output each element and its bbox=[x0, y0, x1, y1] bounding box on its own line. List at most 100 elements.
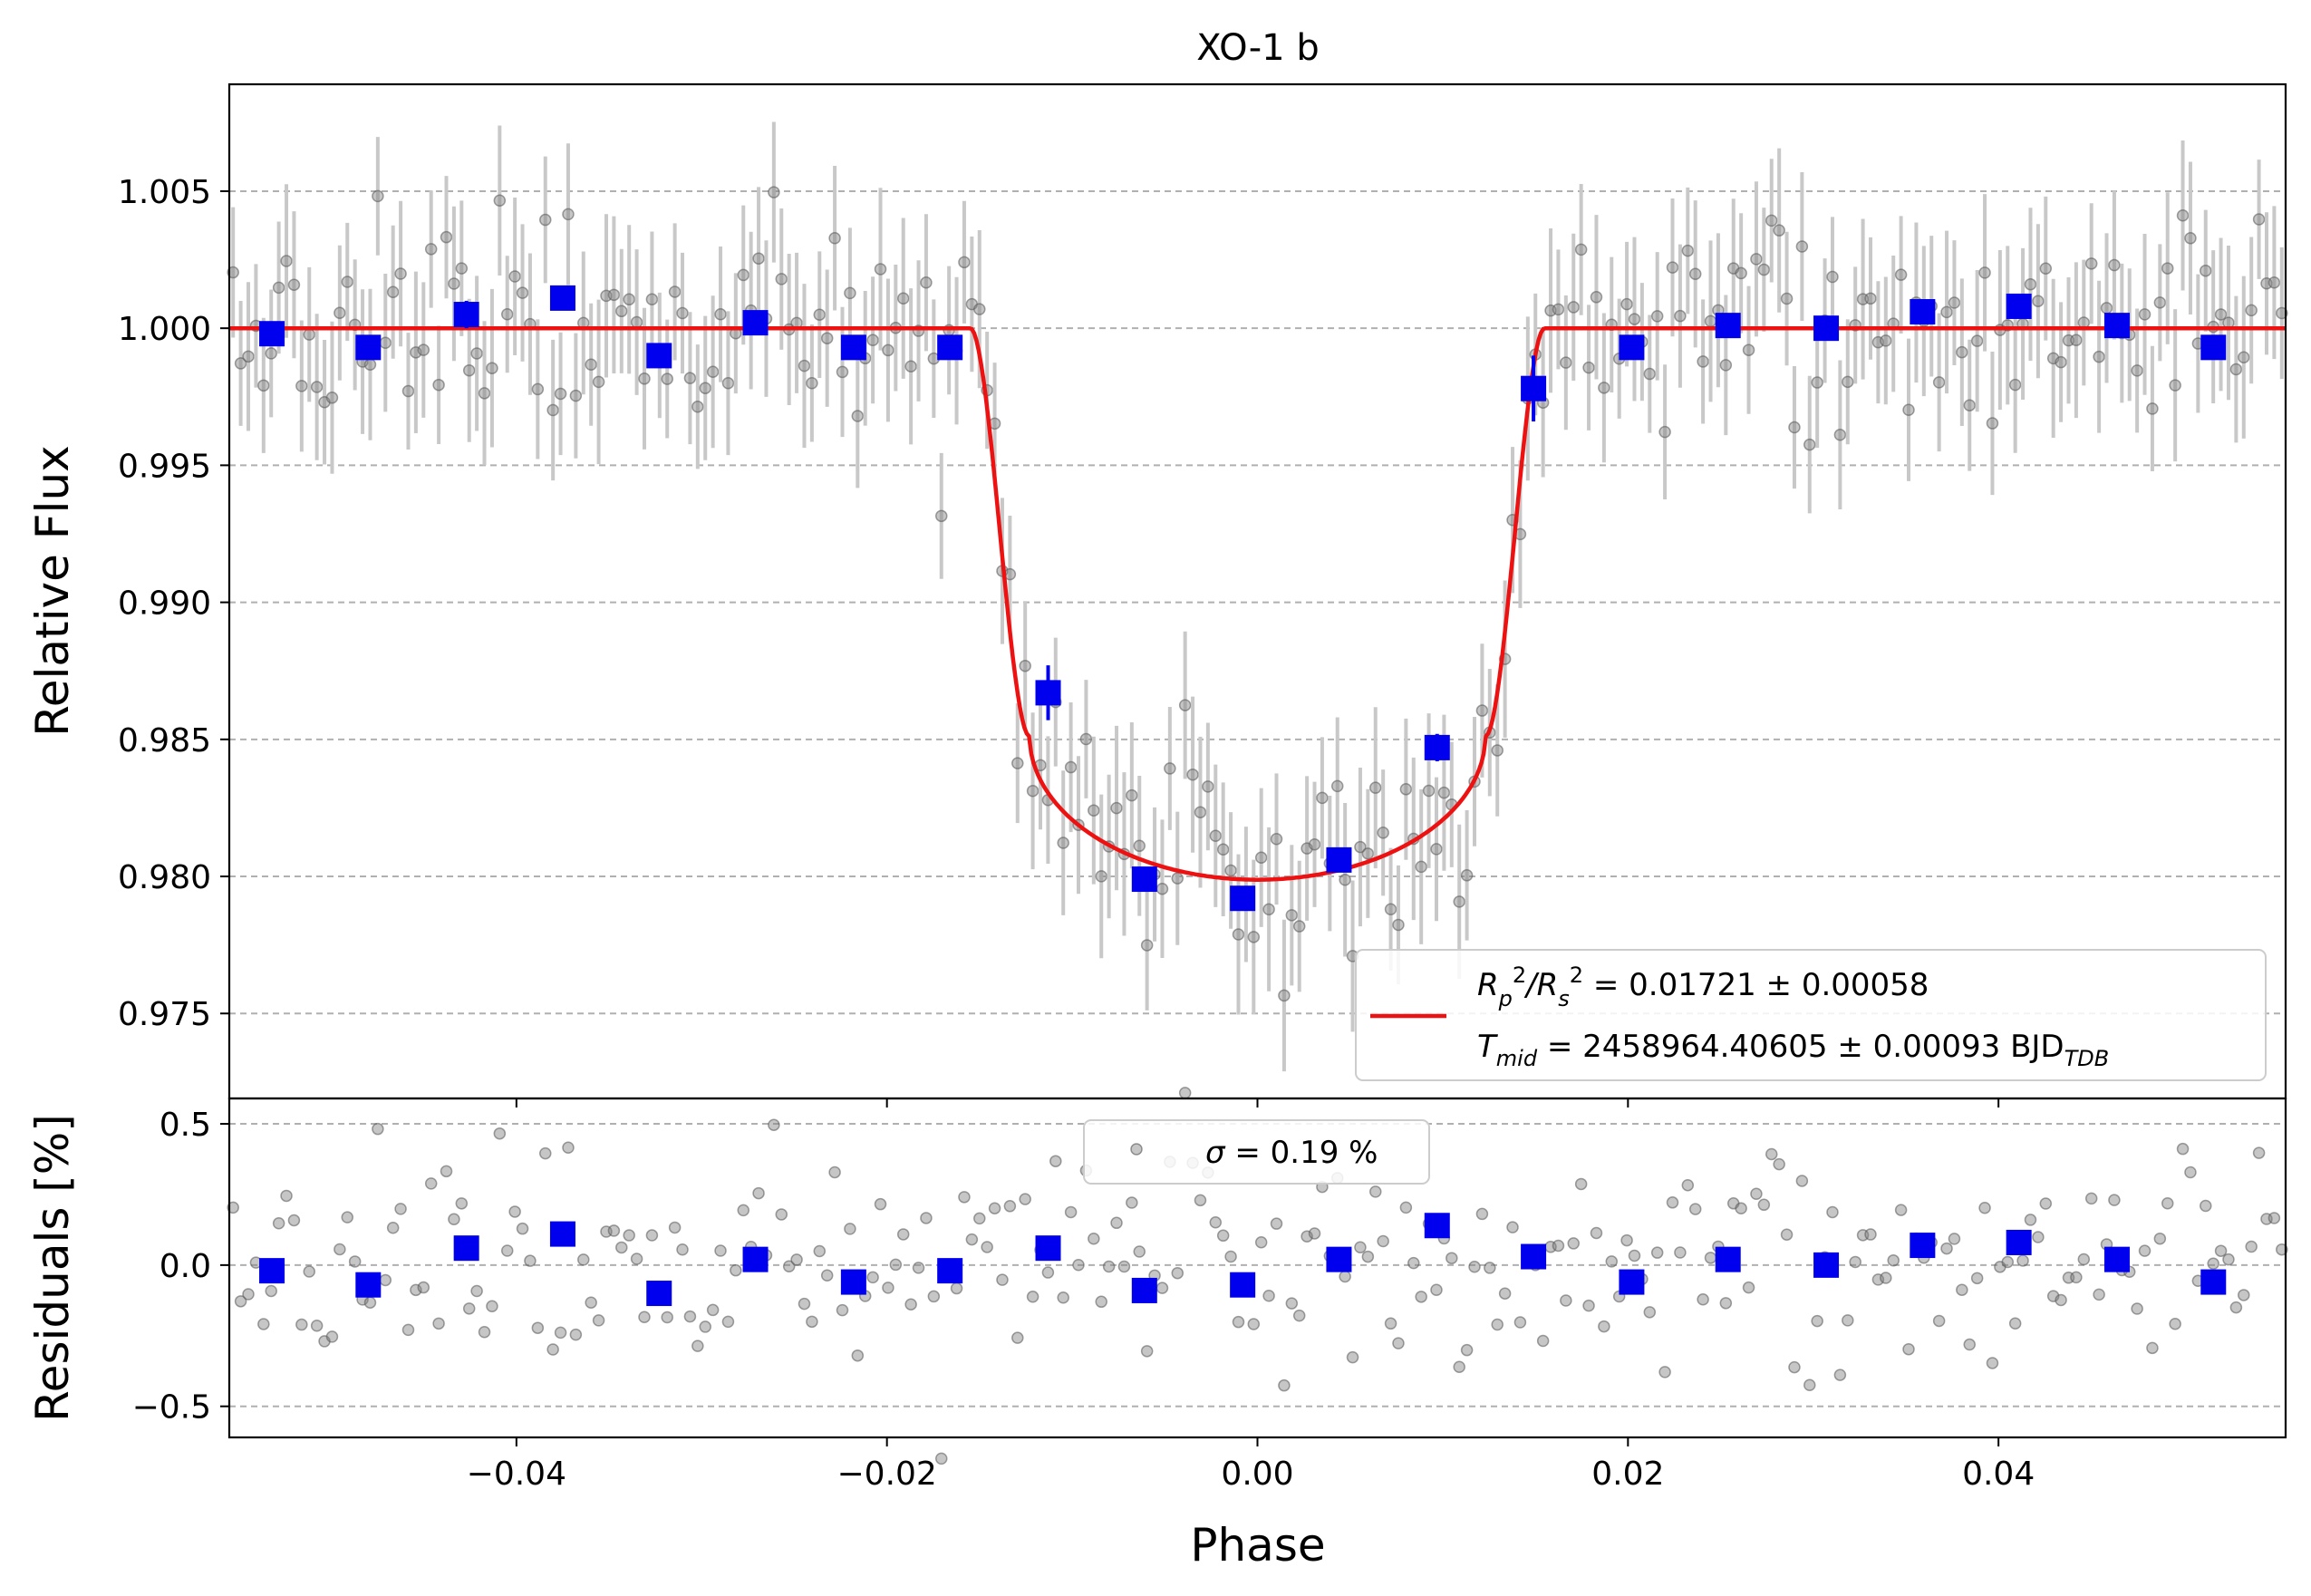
flux-raw-point bbox=[1735, 266, 1747, 280]
flux-raw-point bbox=[1643, 367, 1657, 381]
residual-raw-point bbox=[1704, 1252, 1717, 1264]
flux-binned-point bbox=[2006, 293, 2032, 319]
flux-raw-point bbox=[1262, 903, 1275, 916]
residual-raw-point bbox=[958, 1191, 971, 1204]
flux-raw-point bbox=[2252, 213, 2266, 226]
flux-raw-point bbox=[1354, 840, 1367, 854]
flux-legend-tmid: Tmid = 2458964.40605 ± 0.00093 BJDTDB bbox=[1477, 1029, 2109, 1071]
flux-y-tick-label: 0.995 bbox=[118, 448, 211, 485]
flux-raw-point bbox=[1308, 837, 1321, 851]
residual-raw-point bbox=[432, 1317, 445, 1330]
residual-raw-point bbox=[2267, 1212, 2281, 1224]
residual-raw-point bbox=[996, 1273, 1009, 1286]
flux-raw-point bbox=[1811, 376, 1823, 389]
residual-raw-point bbox=[1643, 1306, 1657, 1319]
residual-raw-point bbox=[386, 1222, 400, 1234]
flux-raw-point bbox=[882, 343, 894, 357]
residual-panel-frame bbox=[227, 1097, 2287, 1439]
flux-binned-point bbox=[355, 334, 382, 361]
flux-raw-point bbox=[1963, 399, 1976, 411]
residual-raw-point bbox=[1484, 1262, 1496, 1274]
residual-raw-point bbox=[379, 1273, 392, 1287]
flux-binned-point bbox=[1910, 299, 1936, 325]
residual-raw-point bbox=[1019, 1193, 1031, 1205]
flux-raw-point bbox=[1666, 261, 1679, 274]
residual-raw-point bbox=[1674, 1246, 1687, 1259]
flux-raw-point bbox=[1842, 375, 1854, 389]
residual-binned-point bbox=[937, 1258, 963, 1284]
flux-y-tick-label: 0.980 bbox=[118, 859, 211, 896]
flux-raw-point bbox=[1316, 791, 1329, 805]
flux-raw-point bbox=[798, 359, 811, 372]
flux-raw-point bbox=[394, 267, 407, 280]
residual-raw-point bbox=[1605, 1255, 1619, 1268]
residual-raw-point bbox=[1308, 1227, 1321, 1240]
residual-raw-point bbox=[1598, 1320, 1610, 1333]
residual-binned-point bbox=[1131, 1277, 1157, 1303]
flux-raw-point bbox=[1019, 659, 1031, 672]
residual-raw-point bbox=[1963, 1338, 1976, 1351]
residual-raw-point bbox=[1049, 1155, 1062, 1167]
residual-raw-point bbox=[546, 1343, 559, 1356]
residual-raw-point bbox=[1278, 1378, 1291, 1392]
residual-raw-point bbox=[2176, 1142, 2190, 1156]
residual-raw-point bbox=[2016, 1254, 2029, 1267]
residual-raw-point bbox=[1254, 1236, 1268, 1249]
residual-raw-point bbox=[1735, 1202, 1747, 1215]
residual-raw-point bbox=[1377, 1234, 1389, 1248]
residual-binned-point bbox=[2103, 1246, 2130, 1272]
flux-raw-point bbox=[1765, 214, 1778, 227]
flux-binned-point bbox=[453, 302, 479, 328]
flux-binned-point bbox=[2200, 334, 2227, 361]
residual-raw-point bbox=[1415, 1291, 1427, 1303]
flux-raw-point bbox=[1430, 843, 1443, 856]
flux-raw-point bbox=[2039, 262, 2053, 276]
residual-binned-point bbox=[1619, 1269, 1645, 1295]
flux-raw-point bbox=[2032, 295, 2045, 307]
flux-raw-point bbox=[227, 266, 239, 279]
flux-raw-point bbox=[1902, 403, 1915, 416]
flux-raw-point bbox=[554, 387, 567, 401]
residual-raw-point bbox=[1088, 1232, 1100, 1245]
flux-raw-point bbox=[2055, 355, 2067, 369]
residual-raw-point bbox=[585, 1296, 597, 1309]
flux-y-tick-label: 0.990 bbox=[118, 585, 211, 623]
flux-raw-point bbox=[424, 243, 438, 256]
residual-raw-point bbox=[2252, 1146, 2266, 1159]
flux-raw-point bbox=[1064, 760, 1078, 774]
residual-raw-point bbox=[1430, 1283, 1443, 1296]
flux-binned-point bbox=[259, 321, 285, 347]
flux-raw-point bbox=[1894, 268, 1908, 281]
flux-raw-point bbox=[1377, 827, 1389, 839]
flux-raw-point bbox=[1384, 903, 1397, 916]
residual-raw-point bbox=[1978, 1201, 1991, 1214]
residual-raw-point bbox=[470, 1284, 483, 1298]
flux-raw-point bbox=[1826, 270, 1839, 284]
residual-raw-point bbox=[310, 1319, 324, 1332]
flux-raw-point bbox=[1171, 872, 1185, 885]
flux-raw-point bbox=[1491, 744, 1504, 757]
residual-raw-point bbox=[1216, 1229, 1230, 1243]
chart-title: XO-1 b bbox=[1196, 27, 1319, 69]
flux-raw-point bbox=[386, 285, 400, 299]
residual-raw-point bbox=[1209, 1216, 1223, 1229]
flux-raw-point bbox=[1880, 334, 1892, 347]
residual-y-tick-label: −0.5 bbox=[132, 1389, 211, 1427]
residual-raw-point bbox=[645, 1229, 659, 1242]
flux-raw-point bbox=[706, 365, 720, 378]
residual-legend-box bbox=[1083, 1119, 1430, 1185]
residual-raw-point bbox=[661, 1311, 673, 1324]
flux-raw-point bbox=[1803, 438, 1816, 451]
flux-binned-point bbox=[2103, 313, 2130, 339]
residual-raw-point bbox=[1126, 1196, 1138, 1209]
flux-binned-point bbox=[1619, 334, 1645, 361]
residual-legend-sigma: σ = 0.19 % bbox=[1205, 1135, 1378, 1171]
residual-raw-point bbox=[1628, 1249, 1641, 1262]
flux-binned-point bbox=[840, 334, 866, 361]
flux-raw-point bbox=[2138, 308, 2151, 321]
residual-raw-point bbox=[1506, 1221, 1519, 1233]
flux-raw-point bbox=[714, 308, 727, 321]
flux-raw-point bbox=[2169, 379, 2181, 392]
flux-raw-point bbox=[630, 315, 643, 329]
flux-raw-point bbox=[1057, 837, 1069, 849]
